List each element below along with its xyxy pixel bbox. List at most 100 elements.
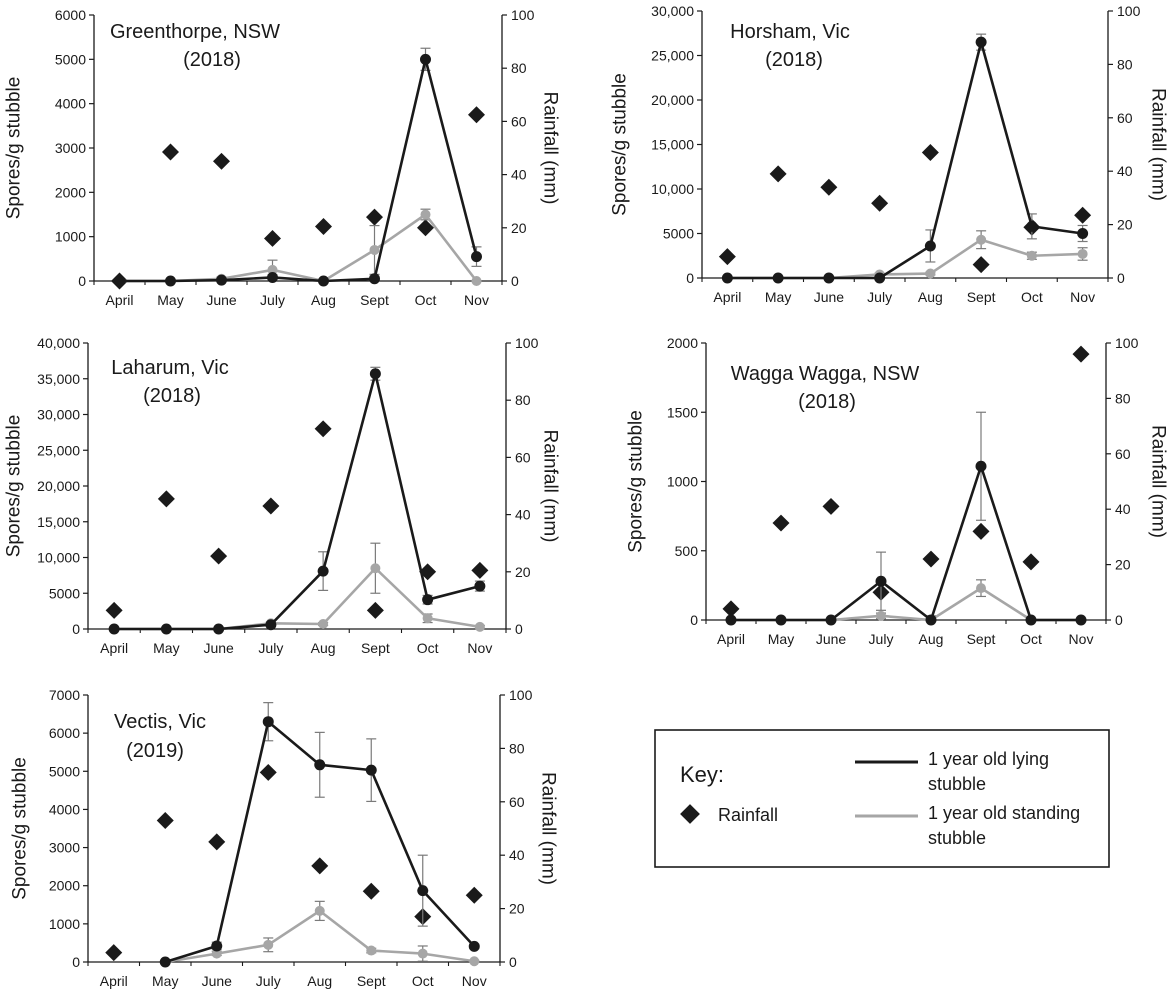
data-point — [474, 580, 486, 592]
data-point — [925, 614, 937, 626]
x-tick-label: Oct — [415, 292, 437, 308]
data-point — [108, 623, 120, 635]
data-point — [925, 268, 936, 279]
rainfall-point — [718, 248, 736, 266]
x-tick-label: Aug — [918, 289, 943, 305]
rainfall-point — [105, 944, 123, 962]
chart-panel-3: 0 5000 10,000 15,000 20,000 25,000 30,000 35,00… — [4, 335, 561, 656]
data-point — [772, 272, 784, 284]
y-tick-label: 3000 — [55, 140, 86, 156]
rainfall-point — [315, 217, 332, 235]
y2-tick-label: 0 — [1115, 612, 1123, 628]
data-point — [160, 623, 172, 635]
x-tick-label: April — [100, 640, 128, 656]
y-tick-label: 15,000 — [651, 137, 694, 153]
x-tick-label: Sept — [967, 289, 996, 305]
chart-panel-2: 0 5000 10,000 15,000 20,000 25,000 30,000 0 20 40… — [610, 3, 1169, 305]
data-point — [422, 613, 433, 624]
x-tick-label: June — [206, 292, 237, 308]
series-standing-stubble — [160, 900, 480, 967]
x-tick-label: July — [260, 292, 285, 308]
rainfall-point — [468, 106, 485, 124]
y-tick-label: 1000 — [49, 916, 80, 932]
x-tick-label: Nov — [1069, 631, 1094, 647]
rainfall-point — [210, 547, 228, 565]
data-point — [725, 614, 737, 626]
y-tick-label: 10,000 — [651, 181, 694, 197]
x-tick-label: June — [202, 973, 233, 989]
y2-tick-label: 40 — [511, 167, 527, 183]
y2-tick-label: 0 — [1117, 270, 1125, 286]
x-tick-label: Sept — [967, 631, 996, 647]
legend-key-title: Key: — [680, 762, 724, 787]
y-axis-title: Spores/g stubble — [610, 73, 631, 216]
data-point — [874, 272, 886, 284]
y-axis-title: Spores/g stubble — [10, 757, 31, 900]
x-tick-label: May — [768, 631, 794, 647]
data-point — [318, 275, 329, 287]
x-tick-label: Oct — [417, 640, 439, 656]
series-standing-stubble — [109, 542, 485, 634]
x-tick-label: Aug — [311, 640, 336, 656]
y2-tick-label: 0 — [515, 621, 523, 637]
data-point — [314, 759, 326, 771]
data-point — [211, 948, 222, 959]
data-point — [468, 940, 480, 952]
x-tick-label: April — [713, 289, 741, 305]
y-tick-label: 0 — [72, 954, 80, 970]
chart-panel-1: 0 1000 2000 3000 4000 5000 6000 0 20 40 60 80 100 Apr… — [4, 7, 561, 308]
y2-tick-label: 60 — [509, 794, 525, 810]
x-tick-label: Oct — [1020, 631, 1042, 647]
y2-tick-label: 80 — [1115, 390, 1131, 406]
y-tick-label: 500 — [675, 543, 699, 559]
series-lying-stubble — [721, 33, 1089, 284]
x-tick-label: April — [105, 292, 133, 308]
legend-standing-stubble-label-line1: 1 year old standing — [928, 803, 1080, 823]
y-tick-label: 25,000 — [651, 48, 694, 64]
rainfall-point — [465, 886, 483, 904]
y-tick-label: 2000 — [667, 335, 698, 351]
data-point — [1025, 614, 1037, 626]
y2-tick-label: 20 — [509, 901, 525, 917]
data-point — [369, 244, 380, 255]
y2-tick-label: 100 — [511, 7, 535, 23]
rainfall-point — [105, 601, 123, 619]
rainfall-point — [366, 601, 384, 619]
legend-key: Key: 1 year old lying stubble Rainfall 1… — [654, 729, 1110, 868]
y-tick-label: 10,000 — [37, 550, 80, 566]
panel-title: Greenthorpe, NSW — [110, 21, 280, 43]
data-point — [159, 956, 171, 968]
y-tick-label: 15,000 — [37, 514, 80, 530]
rainfall-point — [921, 144, 939, 161]
data-point — [211, 940, 223, 952]
data-point — [1026, 220, 1038, 232]
x-tick-label: June — [814, 289, 845, 305]
series-lying-stubble — [159, 702, 480, 968]
x-tick-label: May — [765, 289, 791, 305]
data-point — [924, 240, 936, 252]
legend-rainfall-label: Rainfall — [718, 805, 778, 825]
data-point — [976, 234, 987, 245]
data-point — [265, 619, 277, 631]
rainfall-point — [157, 490, 175, 508]
x-tick-label: Sept — [357, 973, 386, 989]
y2-tick-label: 80 — [1117, 56, 1133, 72]
y2-tick-label: 60 — [511, 113, 527, 129]
data-point — [216, 274, 227, 286]
y2-tick-label: 80 — [511, 60, 527, 76]
series-lying-stubble — [725, 411, 1087, 626]
y-tick-label: 30,000 — [651, 3, 694, 19]
panel-subtitle: (2018) — [143, 385, 201, 407]
chart-panel-5: 0 1000 2000 3000 4000 5000 6000 7000 0 20 40 60 80 10… — [10, 687, 559, 989]
data-point — [875, 575, 887, 587]
data-point — [370, 563, 381, 574]
y2-tick-label: 40 — [515, 507, 531, 523]
series-lying-stubble — [114, 47, 482, 287]
series-line — [727, 40, 1083, 280]
y-tick-label: 0 — [686, 270, 694, 286]
data-point — [417, 885, 429, 897]
y2-tick-label: 20 — [515, 564, 531, 580]
y2-tick-label: 40 — [509, 847, 525, 863]
data-point — [267, 264, 278, 275]
